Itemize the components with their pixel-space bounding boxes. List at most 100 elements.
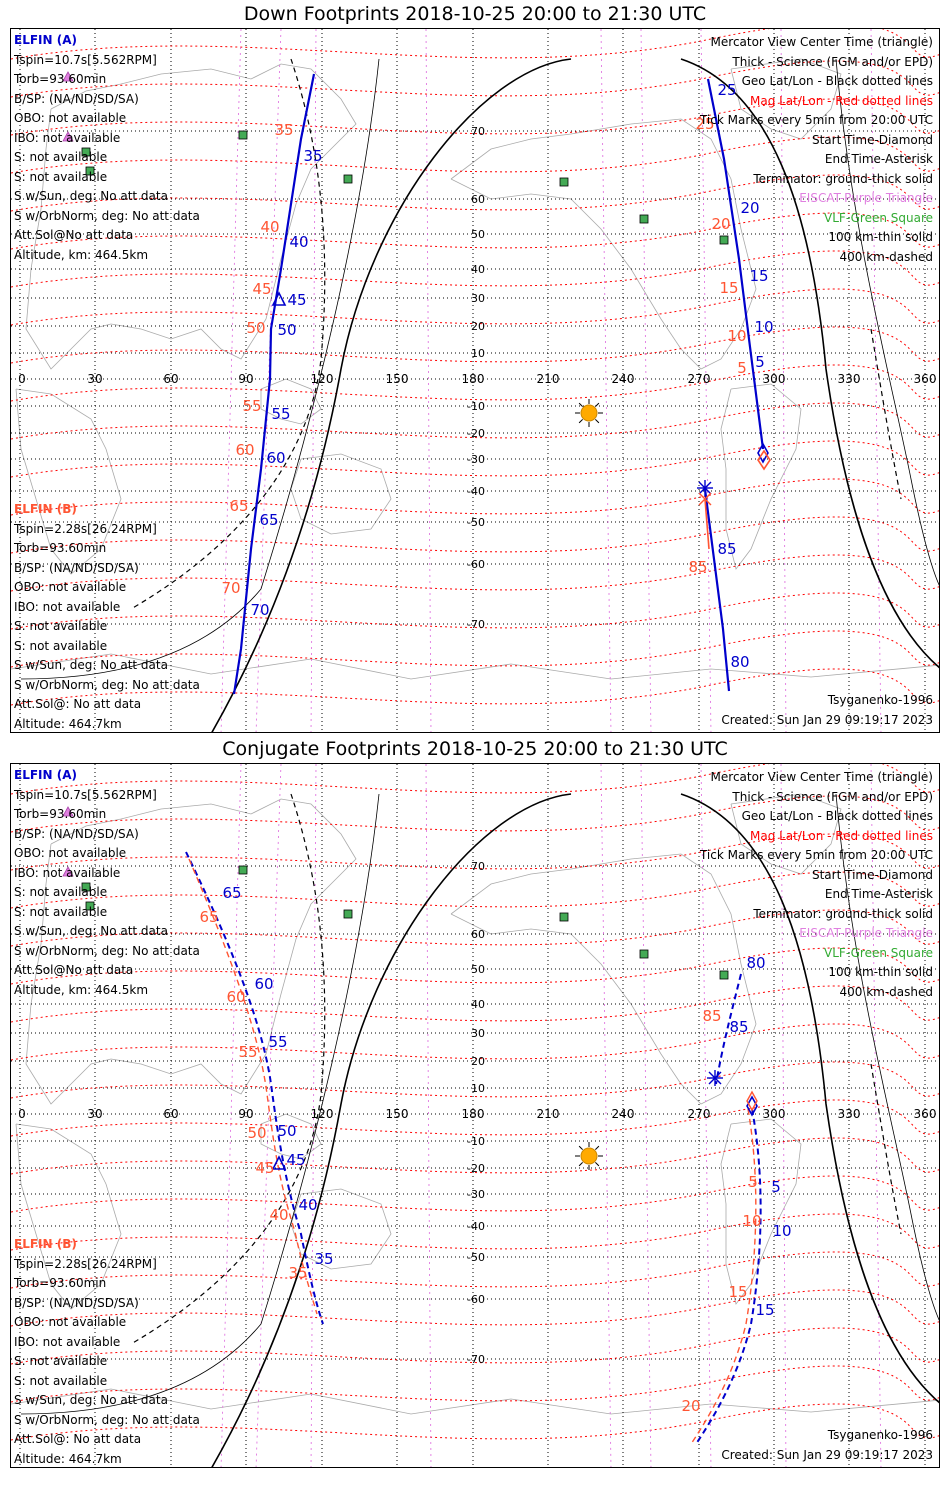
info-line: S: not available (14, 1373, 108, 1388)
end-asterisk-icon (697, 480, 713, 506)
legend-item: 400 km-dashed (839, 249, 933, 264)
track-tick-label: 10 (772, 1222, 791, 1240)
sat-a-lines: Tspin=10.7s[5.562RPM] Torb=93.60min B/SP: … (14, 786, 200, 1001)
mag-lat-curve-2 (11, 98, 939, 136)
coastline-0 (25, 63, 357, 370)
mag-tick-label: 25 (695, 115, 714, 133)
sat-a-info-conjugate: ELFIN (A) Tspin=10.7s[5.562RPM] Torb=93.6… (14, 766, 200, 1000)
info-line: IBO: not available (14, 130, 121, 145)
mag-lat-curve-11 (11, 1175, 939, 1213)
sun-disk (580, 404, 598, 422)
lon-tick-label: 120 (311, 372, 334, 386)
terminator-400km-left (130, 793, 326, 1345)
sun-ray (595, 1145, 600, 1150)
info-line: B/SP: (NA/ND/SD/SA) (14, 560, 139, 575)
sat-a-name: ELFIN (A) (14, 768, 77, 782)
mag-tick-label: 65 (229, 497, 248, 515)
lat-tick-label: -10 (467, 400, 485, 413)
end-asterisk-icon (707, 1070, 723, 1086)
terminator-400km-left (130, 58, 326, 610)
eiscat-triangle-icon (62, 71, 74, 82)
legend-item: End Time-Asterisk (824, 887, 933, 901)
mag-tick-label: 20 (681, 1397, 700, 1415)
terminator-thick-right (680, 58, 939, 669)
mag-lat-curve-17 (11, 1403, 939, 1441)
vlf-square-icon (639, 214, 649, 224)
legend-item: Mag Lat/Lon - Red dotted lines (749, 828, 933, 843)
mag-tick-label: 85 (702, 1007, 721, 1025)
sun-icon (575, 1142, 603, 1170)
view-center-triangle-icon (271, 1155, 287, 1170)
lon-tick-label: 210 (537, 1107, 560, 1121)
mag-meridian-4 (600, 764, 612, 1467)
info-line: Torb=93.60min (14, 72, 107, 86)
mag-tick-label: 65 (199, 908, 218, 926)
mag-lat-curve-10 (11, 402, 939, 440)
vlf-square-icon (81, 882, 91, 892)
mag-lat-curve-12 (11, 478, 939, 516)
legend-item: Tick Marks every 5min from 20:00 UTC (699, 113, 933, 127)
lat-tick-label: 70 (471, 860, 485, 873)
info-line: B/SP: (NA/ND/SD/SA) (14, 826, 139, 841)
terminator-100km-right (835, 793, 939, 1321)
info-line: S: not available (14, 1354, 108, 1368)
sat-b-info-down: ELFIN (B) Tspin=2.28s[26.24RPM] Torb=93.6… (14, 500, 200, 732)
mag-tick-label: 40 (260, 218, 279, 236)
lon-tick-label: 0 (18, 1107, 26, 1121)
sat-a-info-down: ELFIN (A) Tspin=10.7s[5.562RPM] Torb=93.6… (14, 31, 200, 265)
info-line: S: not available (14, 619, 108, 633)
sat-b-name: ELFIN (B) (14, 502, 77, 516)
lon-tick-label: 270 (688, 372, 711, 386)
legend-item: Tick Marks every 5min from 20:00 UTC (699, 848, 933, 862)
mag-tick-label: 70 (221, 579, 240, 597)
info-line: Tspin=10.7s[5.562RPM] (14, 52, 157, 67)
track-tick-label: 50 (277, 321, 296, 339)
lon-tick-label: 240 (612, 1107, 635, 1121)
footprint-tracks-conjugate: 65 60 55 50 45 40 35 65 60 55 50 45 40 35 80 85 85 5 10 15 5… (185, 851, 792, 1445)
mag-lat-curve-11 (11, 440, 939, 478)
info-line: S w/OrbNorm, deg: No att data (14, 208, 200, 223)
mag-lat-curve-0 (11, 764, 939, 795)
track-tick-label: 45 (286, 1151, 305, 1169)
lon-tick-label: 180 (462, 1107, 485, 1121)
mag-tick-label: 50 (247, 1124, 266, 1142)
lat-tick-label: -50 (467, 1251, 485, 1264)
track-tick-label: 65 (259, 511, 278, 529)
lat-tick-label: -60 (467, 558, 485, 571)
mag-lat-curve-15 (11, 1327, 939, 1365)
mag-lat-curve-1 (11, 60, 939, 98)
info-line: Altitude: 464.7km (14, 1451, 122, 1466)
mag-lat-curve-3 (11, 871, 939, 909)
track-tick-label: 40 (298, 1196, 317, 1214)
credit-conjugate: Tsyganenko-1996 Created: Sun Jan 29 09:1… (721, 1426, 933, 1465)
legend-down: Mercator View Center Time (triangle) Thic… (700, 33, 933, 267)
lat-tick-label: 60 (471, 928, 485, 941)
terminator-400km-right (870, 1063, 902, 1235)
mag-tick-label: 55 (238, 1043, 257, 1061)
legend-item: Geo Lat/Lon - Black dotted lines (741, 809, 933, 823)
track-tick-label: 25 (717, 81, 736, 99)
coastline-0 (25, 798, 357, 1105)
sun-ray (595, 402, 600, 407)
mag-tick-label: 10 (742, 1212, 761, 1230)
coastline-7 (11, 653, 939, 680)
info-line: S: not available (14, 638, 108, 653)
coastline-2 (260, 378, 322, 425)
info-line: S w/Sun, deg: No att data (14, 924, 168, 938)
mag-tick-label: 60 (226, 988, 245, 1006)
info-line: S w/Sun, deg: No att data (14, 1393, 168, 1407)
legend-item: Mercator View Center Time (triangle) (710, 770, 933, 784)
lon-tick-label: 360 (914, 372, 937, 386)
track-tick-label: 40 (289, 233, 308, 251)
lon-tick-label: 330 (838, 1107, 861, 1121)
mag-lat-curve-7 (11, 288, 939, 326)
legend-item: EISCAT-Purple Triangle (799, 926, 933, 940)
mag-meridian-4 (600, 29, 612, 732)
mag-tick-label: 5 (737, 359, 747, 377)
legend-item: Start Time-Diamond (811, 867, 933, 882)
mag-lat-curve-16 (11, 1365, 939, 1403)
vlf-square-icon (81, 147, 91, 157)
lon-tick-label: 300 (763, 1107, 786, 1121)
mag-tick-label: 55 (242, 397, 261, 415)
lat-tick-label: 70 (471, 125, 485, 138)
